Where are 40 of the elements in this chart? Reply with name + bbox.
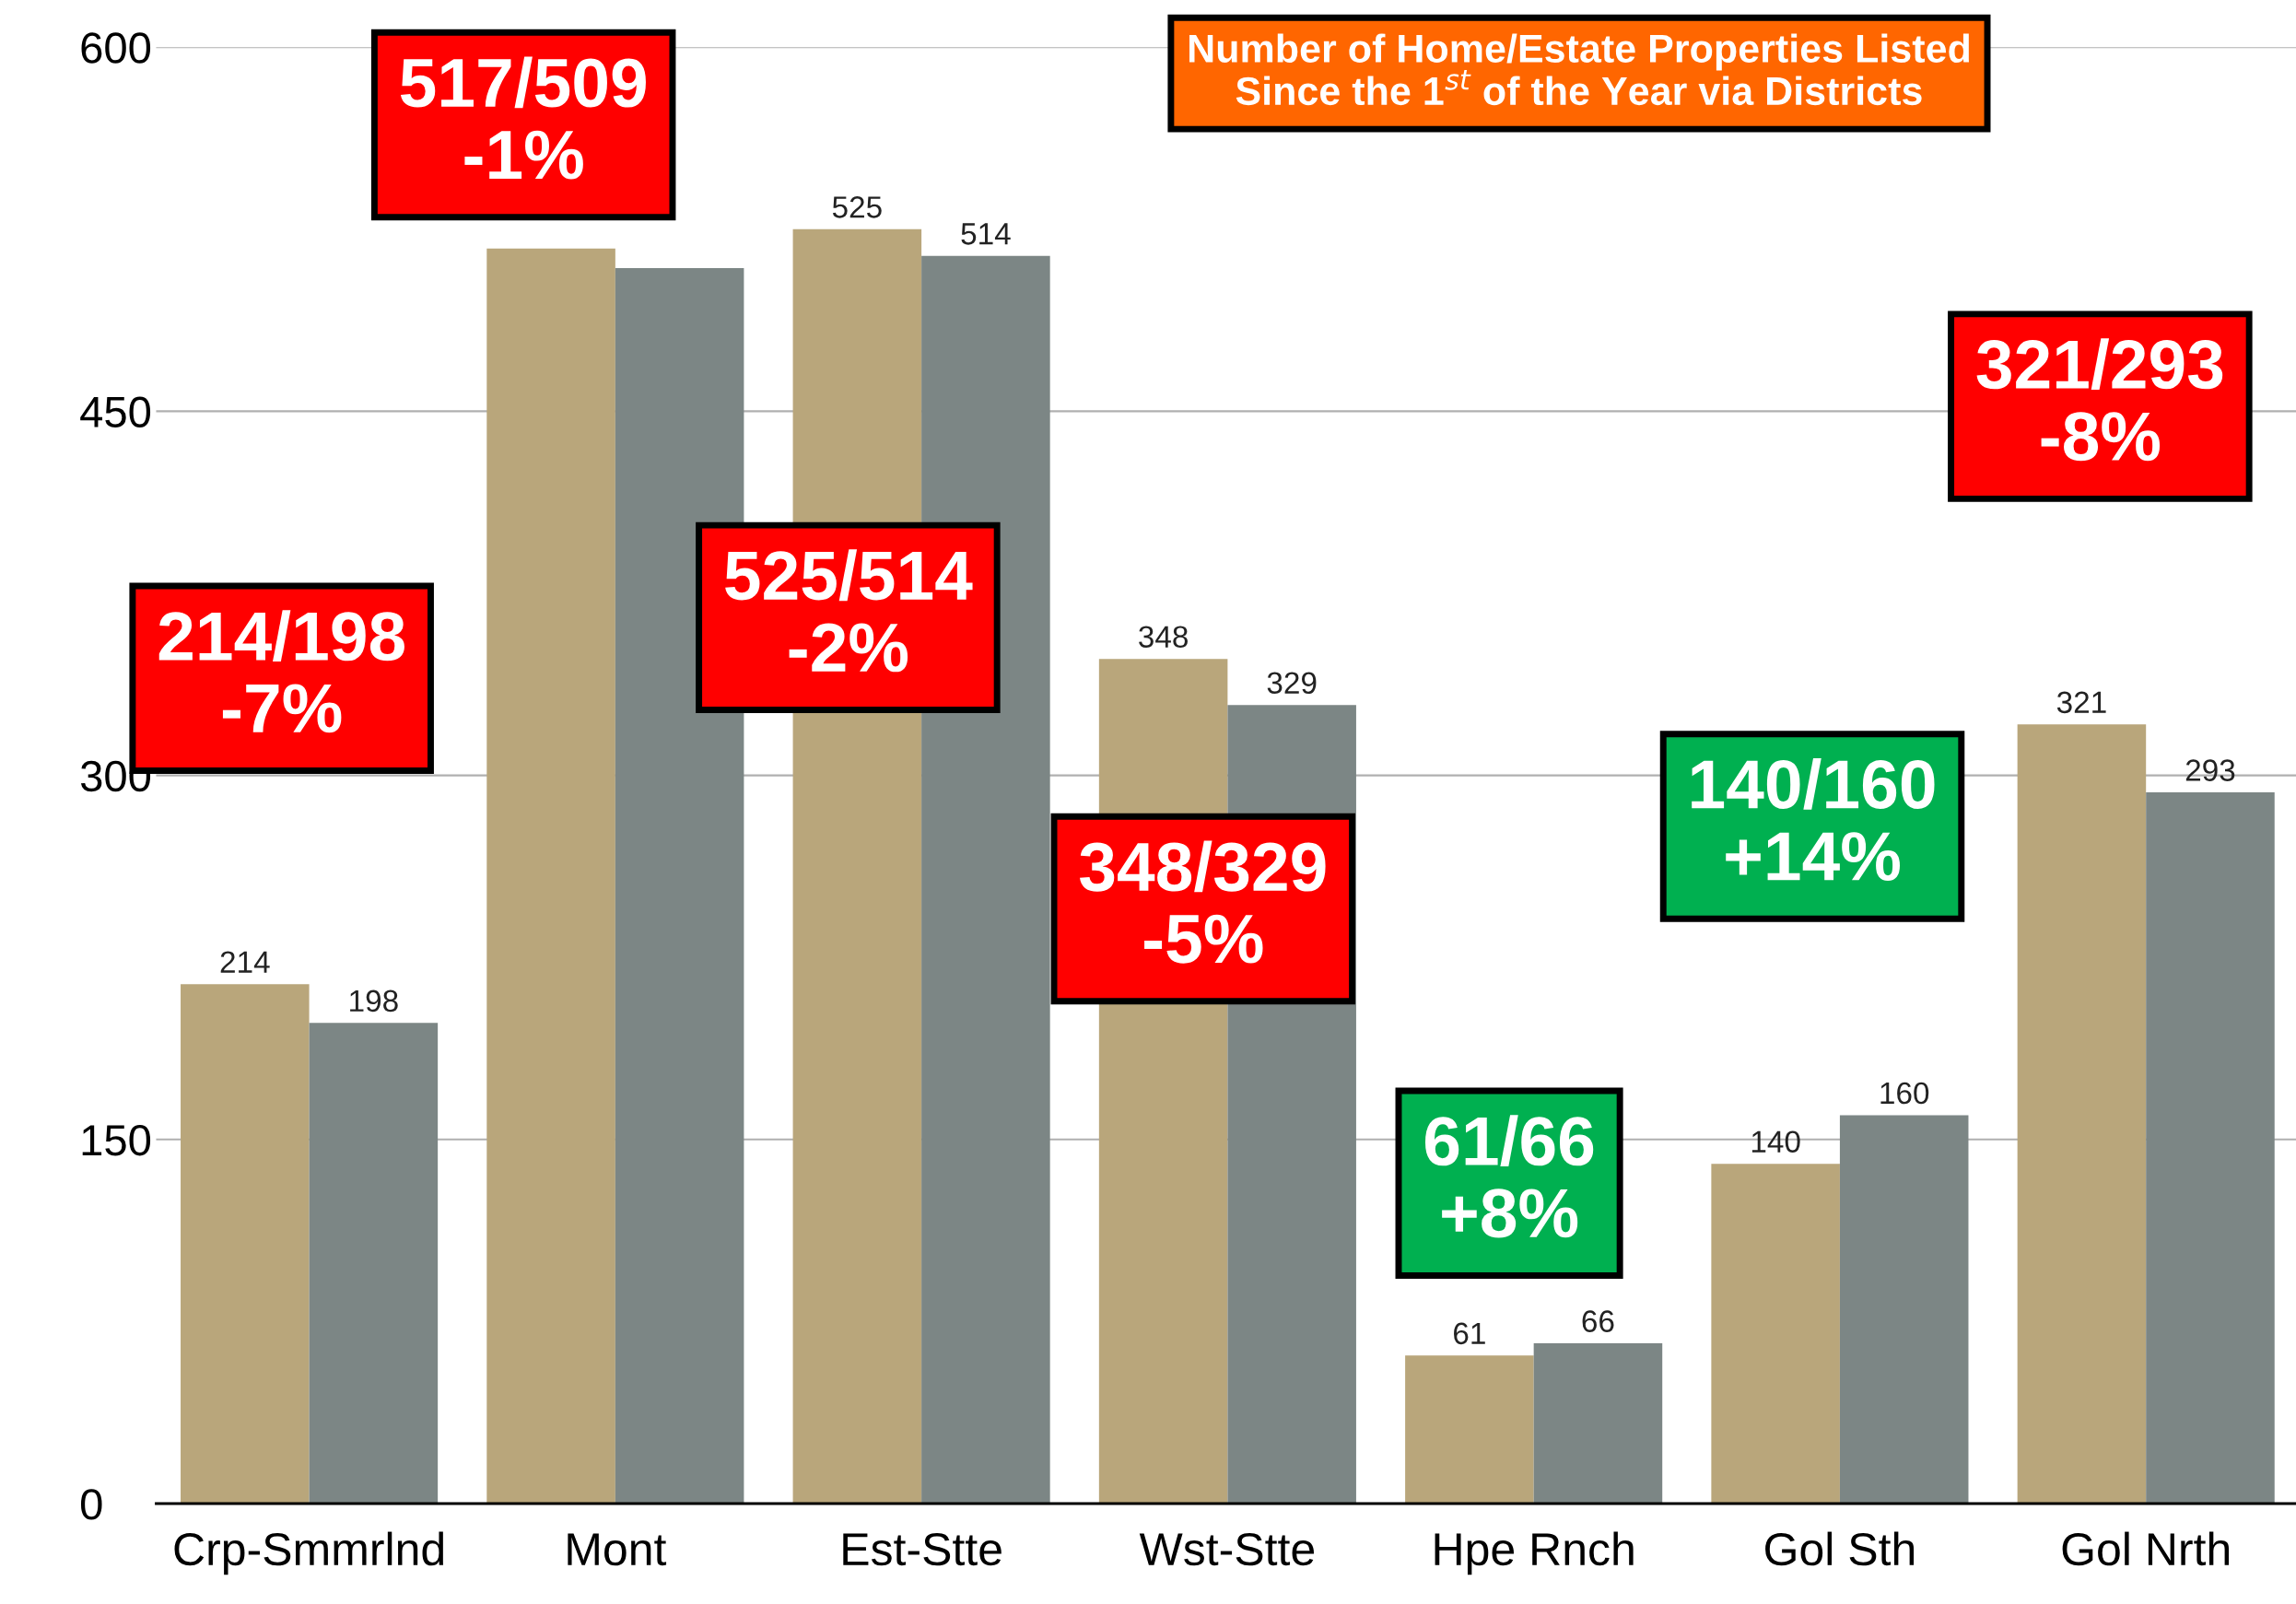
data-label: 525	[832, 196, 882, 218]
bar	[486, 248, 615, 1504]
bar	[181, 984, 310, 1504]
data-label: 61	[1454, 1322, 1485, 1345]
x-tick-label: Gol Sth	[1765, 1531, 1915, 1566]
data-label: 321	[2056, 691, 2106, 714]
annotation: 214/198 -7%	[158, 610, 404, 733]
data-label: 214	[220, 951, 270, 973]
bar	[1711, 1164, 1840, 1504]
x-tick-label: Mont	[568, 1533, 667, 1566]
annotation: 525/514 -2%	[725, 549, 973, 673]
bar	[1839, 1115, 1969, 1504]
bar	[2017, 724, 2147, 1504]
data-label: 514	[961, 223, 1011, 245]
x-tick-label: Wst-Stte	[1139, 1532, 1315, 1566]
y-tick-label: 600	[81, 32, 151, 64]
data-label: 329	[1267, 672, 1317, 695]
data-label: 198	[350, 989, 398, 1013]
data-label: 66	[1582, 1310, 1614, 1332]
annotation: 517/509 -1%	[400, 56, 646, 180]
annotation: 348/329 -5%	[1079, 840, 1326, 964]
x-tick-label: Hpe Rnch	[1435, 1531, 1634, 1575]
data-label: 293	[2185, 759, 2235, 781]
annotation: 140/160 +14%	[1692, 757, 1935, 881]
bar	[1405, 1355, 1534, 1504]
bar	[1533, 1343, 1663, 1504]
x-tick-label: Crp-Smmrlnd	[174, 1531, 443, 1575]
y-tick-label: 150	[82, 1124, 151, 1156]
bar	[309, 1023, 439, 1504]
x-tick-label: Est-Stte	[843, 1532, 1002, 1566]
y-tick-label: 450	[80, 396, 151, 427]
annotation: 321/293 -8%	[1976, 338, 2223, 462]
annotation: 61/66 +8%	[1424, 1115, 1594, 1238]
data-label: 160	[1880, 1082, 1929, 1105]
x-tick-label: Gol Nrth	[2062, 1531, 2230, 1566]
y-tick-label: 0	[80, 1489, 102, 1520]
bar	[2146, 792, 2275, 1504]
data-label: 348	[1139, 626, 1188, 648]
chart-title: Number of Home/Estate Properties Listed Since the 1$^{st}$ of the Year via Districts	[1189, 33, 1969, 106]
data-label: 140	[1751, 1130, 1800, 1153]
